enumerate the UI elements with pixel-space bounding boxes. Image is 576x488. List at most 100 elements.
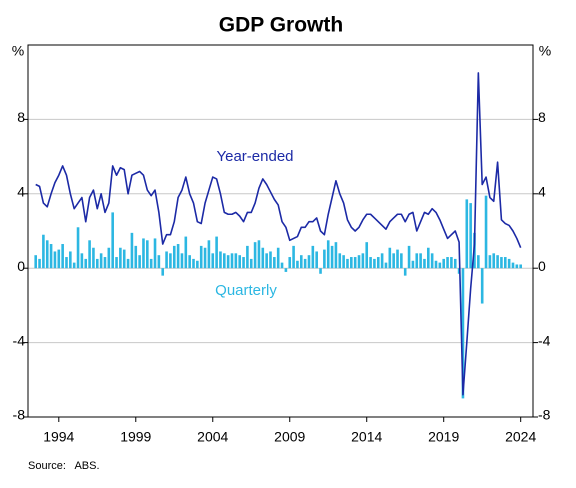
bar xyxy=(492,253,496,269)
bar xyxy=(149,258,153,269)
bar xyxy=(142,238,145,269)
bar xyxy=(465,199,469,269)
bar xyxy=(500,257,503,269)
bar xyxy=(192,258,195,269)
bar xyxy=(442,258,446,269)
bar-annotation: Quarterly xyxy=(215,282,277,299)
line-annotation: Year-ended xyxy=(216,148,293,165)
bar xyxy=(361,253,365,269)
x-tick-label: 2004 xyxy=(197,429,228,445)
bar xyxy=(88,240,91,269)
bar xyxy=(57,249,61,269)
bar xyxy=(242,257,245,269)
bar xyxy=(376,257,380,269)
x-tick-label: 1994 xyxy=(43,429,74,445)
bar xyxy=(403,268,407,276)
bar xyxy=(296,260,299,269)
bar xyxy=(261,247,265,269)
bar xyxy=(119,247,122,269)
bar xyxy=(176,244,180,269)
bar xyxy=(223,253,226,269)
bar xyxy=(273,257,276,269)
bar xyxy=(107,247,111,269)
bar xyxy=(69,251,72,269)
bar xyxy=(249,258,253,269)
bar xyxy=(34,255,37,269)
bar xyxy=(130,232,134,269)
x-tick-label: 2009 xyxy=(274,429,305,445)
bar xyxy=(269,251,272,269)
bar xyxy=(323,249,326,269)
bar xyxy=(419,253,422,269)
bar xyxy=(319,268,322,274)
bar xyxy=(469,203,472,269)
bar xyxy=(326,240,330,269)
bar xyxy=(161,268,165,276)
bar xyxy=(207,240,211,269)
bar xyxy=(146,240,149,269)
bar xyxy=(172,245,176,269)
bar xyxy=(480,268,484,304)
bar xyxy=(234,253,238,269)
bar xyxy=(396,249,399,269)
bar xyxy=(484,195,488,269)
bar xyxy=(330,245,334,269)
bar xyxy=(350,257,353,269)
bar xyxy=(511,262,515,269)
bar xyxy=(134,245,138,269)
bar xyxy=(92,247,95,269)
bar xyxy=(357,255,361,269)
bar xyxy=(45,240,49,269)
bar xyxy=(303,258,307,269)
y-tick-label: 0 xyxy=(17,258,25,274)
bar xyxy=(188,255,191,269)
bar xyxy=(280,262,284,269)
bar xyxy=(257,240,261,269)
bar xyxy=(103,257,107,269)
bar xyxy=(84,258,88,269)
bar xyxy=(76,227,80,269)
bar xyxy=(72,262,76,269)
x-tick-label: 2019 xyxy=(428,429,459,445)
bar xyxy=(430,253,434,269)
bar xyxy=(427,247,430,269)
bar xyxy=(450,257,453,269)
bar xyxy=(65,257,68,269)
bar xyxy=(115,257,118,269)
bar xyxy=(276,247,280,269)
bar xyxy=(388,247,392,269)
y2-tick-label: 0 xyxy=(538,258,546,274)
bar xyxy=(311,245,315,269)
chart-title: GDP Growth xyxy=(219,14,343,37)
x-tick-label: 2014 xyxy=(351,429,382,445)
y-tick-label: 8 xyxy=(17,109,25,125)
bar xyxy=(165,251,168,269)
bar xyxy=(126,258,130,269)
bar xyxy=(61,244,64,269)
bar xyxy=(407,245,411,269)
y-unit-right: % xyxy=(539,43,551,59)
bar xyxy=(230,253,234,269)
bar xyxy=(434,260,438,269)
bar xyxy=(180,253,184,269)
bar xyxy=(253,242,257,269)
bar xyxy=(380,253,384,269)
bar xyxy=(199,245,203,269)
bar xyxy=(246,245,249,269)
bar xyxy=(384,262,388,269)
y-tick-label: -4 xyxy=(13,332,26,348)
bar xyxy=(519,264,522,269)
bar xyxy=(111,212,114,269)
bar xyxy=(477,255,480,269)
bar xyxy=(169,253,172,269)
bar xyxy=(226,255,230,269)
bar xyxy=(122,249,126,269)
bar xyxy=(53,251,57,269)
bar xyxy=(184,236,188,269)
bar xyxy=(211,253,215,269)
bar xyxy=(353,257,357,269)
bar xyxy=(400,253,403,269)
bar xyxy=(453,258,457,269)
bar xyxy=(515,264,519,269)
bar xyxy=(215,236,218,269)
